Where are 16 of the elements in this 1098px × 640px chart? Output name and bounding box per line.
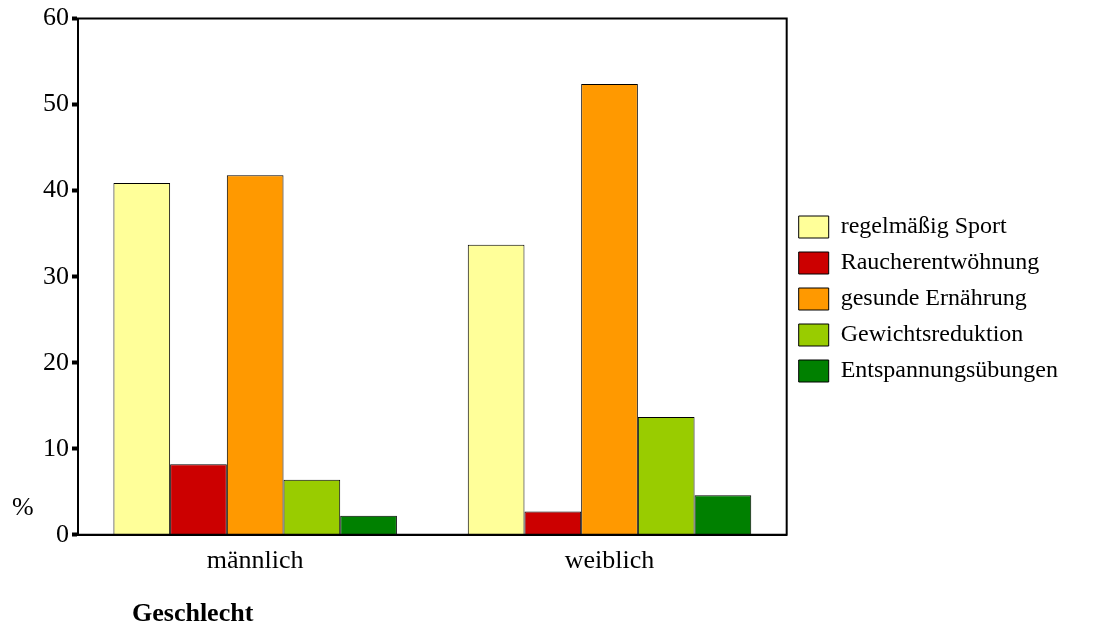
legend-label: gesunde Ernährung bbox=[840, 284, 1027, 311]
legend-label: Entspannungsübungen bbox=[840, 356, 1058, 383]
legend-label: Raucherentwöhnung bbox=[840, 248, 1040, 275]
x-axis-title: Geschlecht bbox=[132, 598, 254, 628]
legend-label: Gewichtsreduktion bbox=[840, 320, 1024, 347]
y-tick-label: 20 bbox=[43, 346, 69, 376]
x-tick-label: männlich bbox=[206, 545, 304, 575]
y-axis-title: % bbox=[12, 492, 34, 522]
y-tick-label: 0 bbox=[56, 518, 69, 548]
y-tick-label: 60 bbox=[43, 2, 69, 32]
y-tick-label: 10 bbox=[43, 432, 69, 462]
y-tick-label: 40 bbox=[43, 174, 69, 204]
legend-label: regelmäßig Sport bbox=[840, 212, 1007, 239]
x-tick-label: weiblich bbox=[564, 545, 655, 575]
y-tick-label: 50 bbox=[43, 88, 69, 118]
y-tick-label: 30 bbox=[43, 260, 69, 290]
